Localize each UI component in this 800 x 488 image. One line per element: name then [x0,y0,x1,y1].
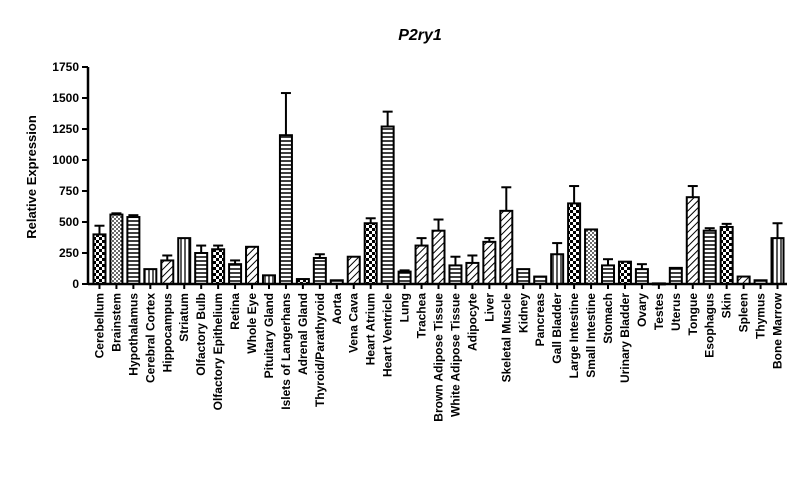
bar-hypothalamus [126,216,141,285]
x-tick-label: White Adipose Tissue [448,293,462,417]
bar-retina [228,263,243,286]
bar-adipocyte [465,261,480,286]
x-tick-label: Whole Eye [245,293,259,354]
y-tick-label: 1750 [52,60,79,74]
x-tick-label: Ovary [635,293,649,327]
x-tick-label: Adipocyte [465,293,479,351]
bar-small-intestine [584,228,599,286]
x-tick-label: Testes [652,293,666,330]
x-tick-label: Liver [482,293,496,322]
x-tick-label: Trachea [415,293,429,339]
y-tick-label: 250 [59,246,79,260]
y-tick-label: 500 [59,215,79,229]
bar-uterus [668,266,683,286]
x-tick-label: Cerebral Cortex [143,293,157,383]
x-tick-label: Thymus [754,293,768,339]
x-tick-label: Esophagus [703,293,717,358]
x-tick-label: Heart Ventricle [381,293,395,377]
bar-stomach [601,264,616,285]
x-tick-label: Hypothalamus [126,293,140,376]
bar-gall-bladder [550,253,565,286]
bar-pituitary-gland [261,274,276,286]
x-tick-label: Skin [720,293,734,318]
x-tick-label: Uterus [669,293,683,331]
x-tick-label: Adrenal Gland [296,293,310,375]
x-tick-label: Brown Adipose Tissue [432,293,446,422]
bar-bone-marrow [770,237,785,285]
x-tick-label: Urinary Bladder [618,293,632,383]
x-tick-label: Aorta [330,293,344,325]
x-tick-label: Lung [398,293,412,322]
x-tick-label: Kidney [516,293,530,333]
bar-white-adipose-tissue [448,264,463,285]
chart-title: P2ry1 [398,27,442,44]
y-axis-label: Relative Expression [24,115,39,239]
x-axis: Cerebellum Brainstem Hypothalamus Cerebral … [88,282,787,422]
bar-olfactory-epithelium [211,248,226,285]
x-tick-label: Vena Cava [347,293,361,353]
x-tick-label: Pancreas [533,293,547,347]
bar-large-intestine [567,202,582,285]
bar-tongue [685,196,700,285]
y-tick-label: 1250 [52,122,79,136]
bar-hippocampus [160,259,175,286]
x-tick-label: Olfactory Epithelium [211,293,225,410]
x-tick-label: Skeletal Muscle [499,293,513,383]
bar-heart-atrium [363,222,378,286]
bar-brown-adipose-tissue [431,229,446,285]
x-tick-label: Cerebellum [92,293,106,358]
bar-islets-of-langerhans [278,134,293,285]
bar-skeletal-muscle [499,209,514,285]
x-tick-label: Islets of Langerhans [279,293,293,410]
x-tick-label: Thyroid/Parathyroid [313,293,327,407]
x-tick-label: Gall Bladder [550,293,564,364]
bar-heart-ventricle [380,125,395,285]
x-tick-label: Spleen [737,293,751,332]
x-tick-label: Hippocampus [160,293,174,373]
bar-ovary [634,268,649,285]
bar-whole-eye [245,245,260,286]
bar-lung [397,270,412,286]
x-tick-label: Small Intestine [584,293,598,378]
bar-cerebral-cortex [143,268,158,285]
x-tick-label: Pituitary Gland [262,293,276,378]
bar-urinary-bladder [617,260,632,285]
bar-trachea [414,244,429,285]
y-tick-label: 1000 [52,153,79,167]
bars-group [92,92,785,286]
bar-brainstem [109,213,124,285]
y-tick-label: 750 [59,184,79,198]
bar-vena-cava [346,255,361,286]
x-tick-label: Large Intestine [567,293,581,379]
y-tick-label: 1500 [52,91,79,105]
bar-olfactory-bulb [194,252,209,285]
bar-cerebellum [92,233,107,285]
x-tick-label: Tongue [686,293,700,336]
x-tick-label: Bone Marrow [771,292,785,369]
x-tick-label: Brainstem [109,293,123,352]
bar-striatum [177,237,192,285]
bar-esophagus [702,229,717,285]
y-axis: 0 250 500 750 1000 1250 1500 1750 [52,60,90,291]
bar-skin [719,225,734,286]
bar-liver [482,240,497,285]
y-tick-label: 0 [72,277,79,291]
x-tick-label: Retina [228,293,242,330]
x-tick-label: Striatum [177,293,191,342]
x-tick-label: Heart Atrium [364,293,378,365]
x-tick-label: Olfactory Bulb [194,293,208,376]
bar-kidney [516,268,531,285]
bar-thyroid-parathyroid [312,256,327,285]
x-tick-label: Stomach [601,293,615,344]
